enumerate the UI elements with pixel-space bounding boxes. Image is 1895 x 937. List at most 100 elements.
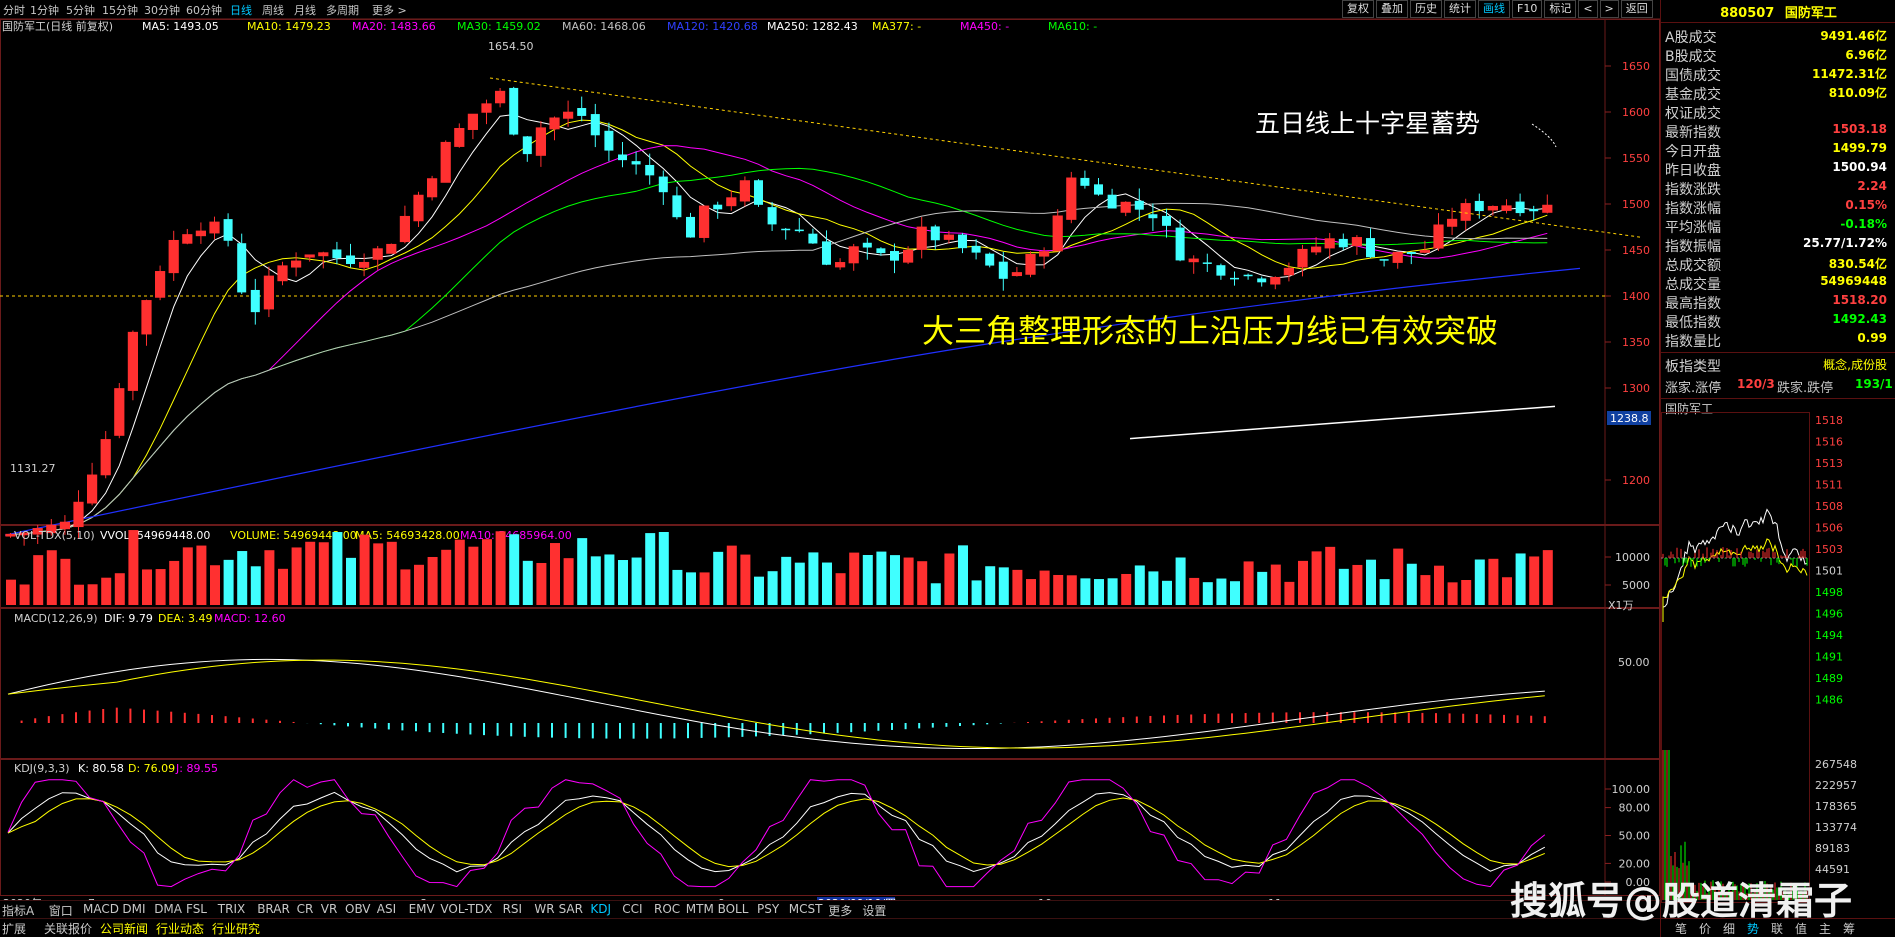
price-tick: 1300 [1622,382,1650,395]
period-tab-1min[interactable]: 1分钟 [30,4,59,17]
volume-bar [1298,560,1308,605]
indicator-tab-5[interactable]: FSL [186,902,207,916]
prev-button[interactable]: < [1578,0,1598,18]
period-tab-30min[interactable]: 30分钟 [144,4,180,17]
period-tab-weekly[interactable]: 周线 [262,4,284,17]
candle-body [277,265,288,282]
stats-button[interactable]: 统计 [1444,0,1476,18]
indicator-tab-10[interactable]: OBV [345,902,371,916]
period-tab-monthly[interactable]: 月线 [294,4,316,17]
quote-row: 最高指数 1518.20 [1665,293,1887,312]
next-button[interactable]: > [1599,0,1619,18]
quote-panel-tab-4[interactable]: 联 [1771,922,1784,936]
volume-bar [278,568,288,605]
mini-volume-tick: 133774 [1815,821,1857,834]
volume-bar [468,546,479,605]
fuquan-button[interactable]: 复权 [1342,0,1374,18]
indicator-tab-4[interactable]: DMA [154,902,182,916]
indicator-tab-9[interactable]: VR [320,902,338,916]
mini-price-tick: 1518 [1815,414,1843,427]
volume-bar [386,541,397,605]
volume-bar [971,580,982,605]
indicator-tab-21[interactable]: BOLL [717,902,749,916]
candle-body [1080,177,1090,186]
volume-bar [87,584,98,605]
indicator-tab-1[interactable]: 窗口 [48,904,73,918]
period-tab-fenshi[interactable]: 分时 [3,4,25,17]
candle-body [1188,258,1199,263]
candle-body [209,221,220,234]
overlay-button[interactable]: 叠加 [1376,0,1408,18]
volume-bar [1542,550,1553,605]
intraday-mini-chart[interactable]: 1518 1516 1513 1511 1508 1506 1503 1501 1498 1496… [1661,412,1895,917]
indicator-tab-18[interactable]: CCI [622,902,643,916]
mark-button[interactable]: 标记 [1544,0,1577,18]
indicator-tab-23[interactable]: MCST [788,902,823,916]
back-button[interactable]: 返回 [1620,0,1653,18]
indicator-tab-0[interactable]: 指标A [2,904,35,918]
candle-body [495,90,506,104]
tab-industry-research[interactable]: 行业研究 [212,922,261,936]
quote-panel-tab-2[interactable]: 细 [1723,922,1736,936]
indicator-tab-11[interactable]: ASI [376,902,397,916]
candle-body [454,127,465,147]
volume-bar [1461,580,1472,605]
indicator-tab-3[interactable]: DMI [122,902,146,916]
history-button[interactable]: 历史 [1410,0,1442,18]
quote-row: 指数振幅 25.77/1.72% [1665,236,1887,255]
kdj-tick: 20.00 [1619,857,1651,870]
candle-body [114,388,125,436]
quote-panel-tab-0[interactable]: 笔 [1675,922,1688,936]
candle-body [5,533,16,537]
candle-body [1162,215,1171,226]
period-tab-60min[interactable]: 60分钟 [186,4,222,17]
indicator-tab-2[interactable]: MACD [83,902,119,916]
indicator-tab-17[interactable]: KDJ [590,902,612,916]
indicator-tab-12[interactable]: EMV [408,902,435,916]
draw-line-button[interactable]: 画线 [1478,0,1510,18]
quote-panel-tab-1[interactable]: 价 [1699,922,1712,936]
indicator-tab-13[interactable]: VOL-TDX [440,902,493,916]
volume-bar [1134,565,1145,605]
quote-panel-tab-3[interactable]: 势 [1747,922,1760,936]
period-tab-5min[interactable]: 5分钟 [66,4,95,17]
candle-body [440,141,451,183]
volume-bar [1447,582,1458,605]
period-tab-daily[interactable]: 日线 [230,4,252,17]
candle-body [549,117,560,130]
tab-related-quote[interactable]: 关联报价 [44,922,93,936]
volume-bars [6,530,1553,605]
period-tab-multi[interactable]: 多周期 [326,4,359,17]
candle-body [781,228,791,231]
tab-industry-news[interactable]: 行业动态 [156,922,205,936]
candle-body [698,205,710,238]
quote-panel-tab-5[interactable]: 值 [1795,922,1808,936]
indicator-tab-25[interactable]: 设置 [862,904,887,918]
chart-area[interactable]: 国防军工(日线 前复权) MA5: 1493.05 MA10: 1479.23 MA… [0,19,1660,913]
indicator-tab-16[interactable]: SAR [558,902,583,916]
indicator-tab-24[interactable]: 更多 [828,904,853,918]
indicator-tab-19[interactable]: ROC [654,902,681,916]
volume-bar [1175,557,1186,605]
indicator-tab-20[interactable]: MTM [685,902,714,916]
period-tab-15min[interactable]: 15分钟 [102,4,138,17]
tab-extend[interactable]: 扩展 [2,922,27,936]
volume-bar [1488,558,1499,605]
indicator-tab-15[interactable]: WR [534,902,555,916]
period-tab-more[interactable]: 更多 > [372,4,407,17]
svg-text:D: 76.09: D: 76.09 [128,762,175,775]
tab-company-news[interactable]: 公司新闻 [100,922,149,936]
volume-bar [808,552,819,605]
indicator-tab-8[interactable]: CR [296,902,314,916]
quote-header: 880507 国防军工 [1661,2,1895,21]
quote-panel-tab-7[interactable]: 筹 [1843,922,1856,936]
indicator-tab-14[interactable]: RSI [502,902,523,916]
indicator-tab-6[interactable]: TRIX [217,902,246,916]
indicator-tab-22[interactable]: PSY [757,902,780,916]
mini-price-tick: 1491 [1815,651,1843,664]
quote-panel-tab-6[interactable]: 主 [1819,922,1832,936]
indicator-tab-7[interactable]: BRAR [257,902,290,916]
candle-body [195,230,206,237]
volume-bar [237,551,248,605]
f10-button[interactable]: F10 [1512,0,1543,18]
